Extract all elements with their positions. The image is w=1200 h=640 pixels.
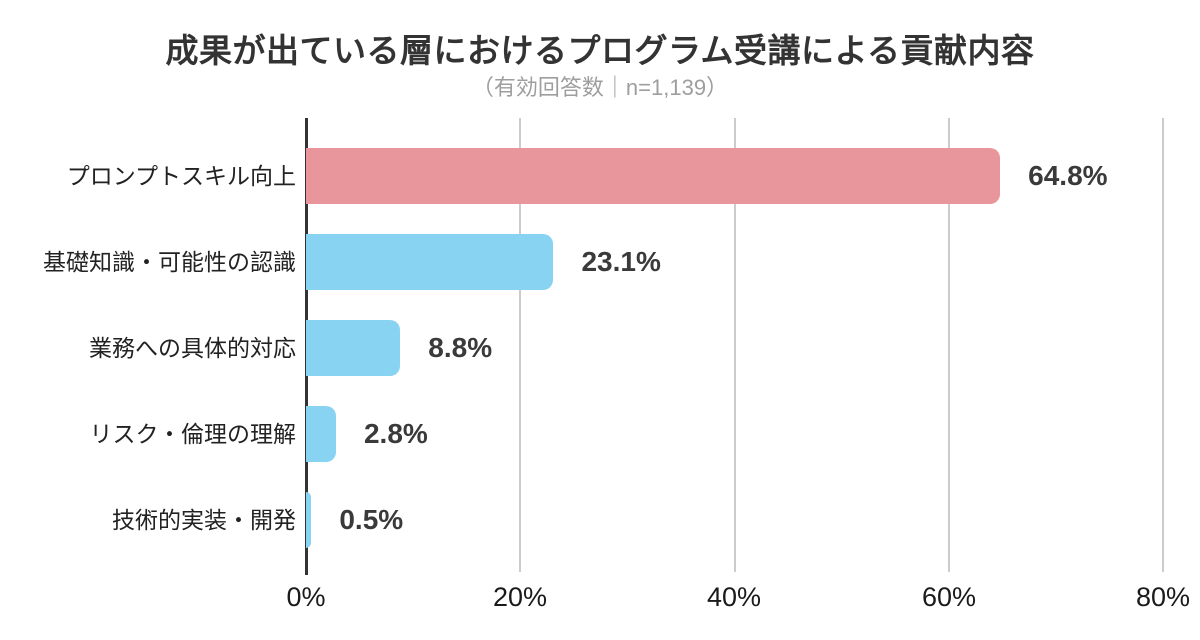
- bar-risk-ethics: [306, 406, 336, 462]
- bar-prompt-skill: [306, 148, 1001, 204]
- bar-technical-dev: [306, 492, 312, 548]
- category-label-work-application: 業務への具体的対応: [89, 335, 296, 361]
- chart-title: 成果が出ている層におけるプログラム受講による貢献内容: [165, 32, 1035, 69]
- value-label: 23.1%: [581, 246, 661, 277]
- x-axis-tick-label: 80%: [1135, 582, 1191, 612]
- gridline-20pct: [519, 118, 522, 572]
- gridline-80pct: [1162, 118, 1164, 572]
- bar-basic-knowledge: [306, 234, 554, 290]
- x-axis-tick-label: 40%: [706, 582, 762, 612]
- bar-row: 23.1%: [306, 234, 1163, 290]
- bar-row: 8.8%: [306, 320, 1163, 376]
- gridline-60pct: [947, 118, 950, 572]
- value-label: 2.8%: [363, 418, 428, 449]
- category-label-basic-knowledge: 基礎知識・可能性の認識: [43, 249, 296, 275]
- bar-row: 0.5%: [306, 492, 1163, 548]
- x-axis-tick-label: 20%: [492, 582, 548, 612]
- plot-area: 64.8% 23.1% 8.8% 2.8% 0.5%: [305, 118, 1164, 575]
- bar-work-application: [306, 320, 401, 376]
- category-label-prompt-skill: プロンプトスキル向上: [66, 163, 296, 189]
- x-axis-tick-label: 0%: [286, 582, 326, 612]
- value-label: 8.8%: [428, 332, 493, 363]
- value-label: 0.5%: [339, 504, 404, 535]
- bar-row: 64.8%: [306, 148, 1163, 204]
- category-label-risk-ethics: リスク・倫理の理解: [89, 421, 296, 447]
- gridline-40pct: [733, 118, 736, 572]
- x-axis-tick-label: 60%: [921, 582, 977, 612]
- chart-subtitle: （有効回答数｜n=1,139）: [471, 75, 729, 100]
- bar-row: 2.8%: [306, 406, 1163, 462]
- value-label: 64.8%: [1028, 160, 1108, 191]
- category-label-technical-dev: 技術的実装・開発: [112, 507, 296, 533]
